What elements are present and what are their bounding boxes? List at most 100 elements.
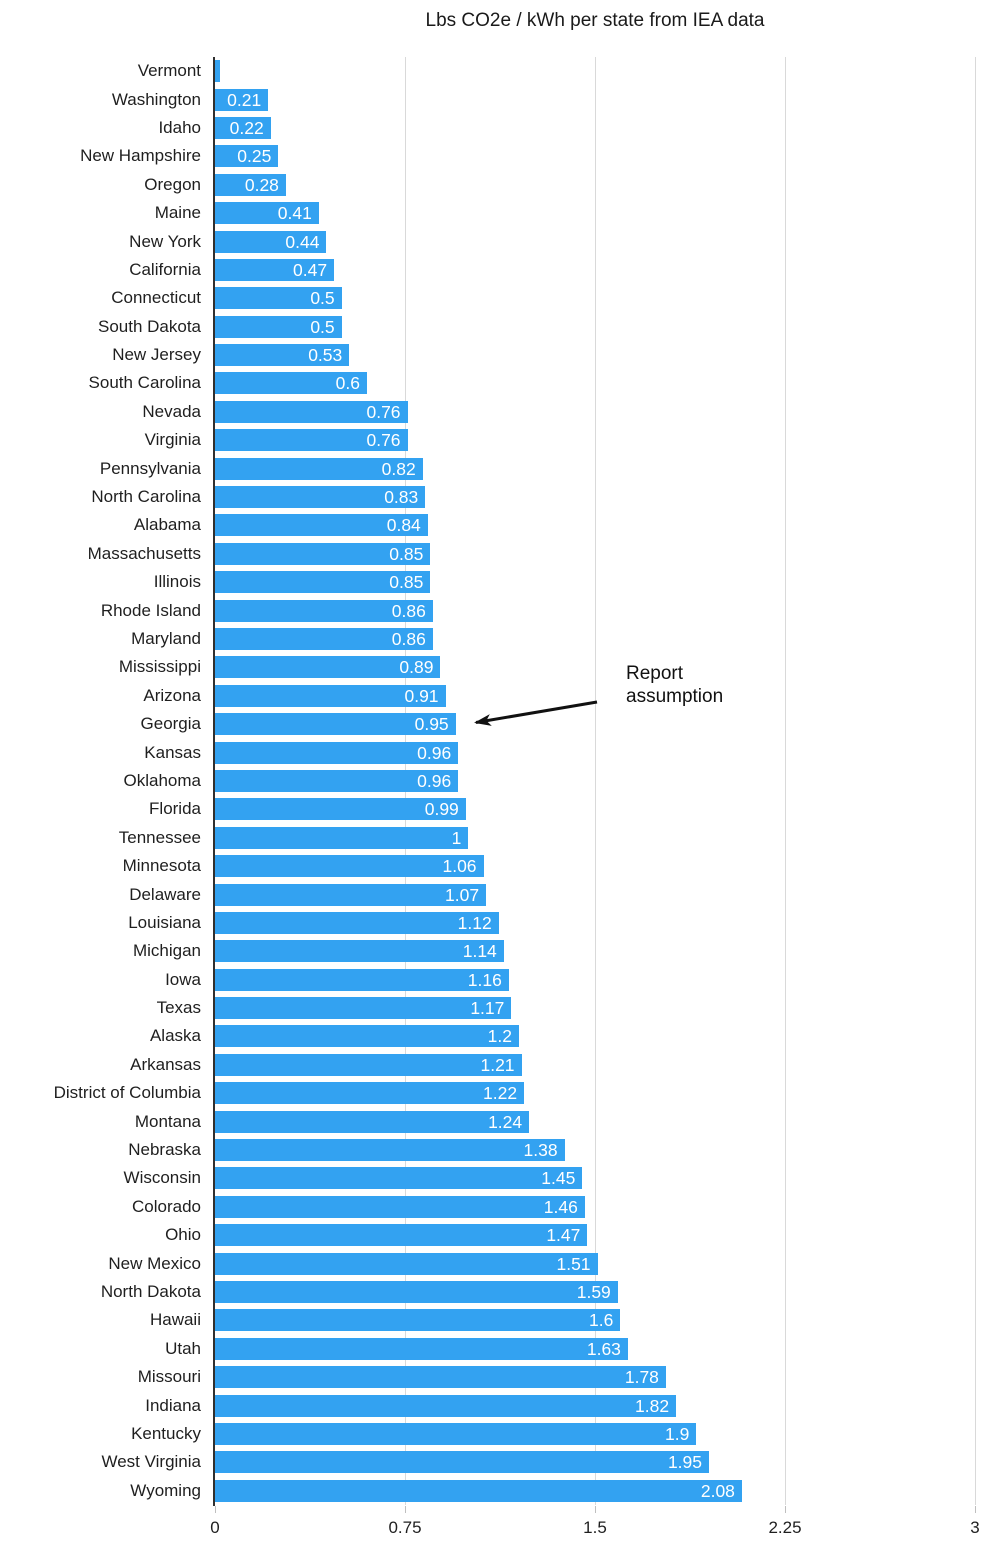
bar-value-label: 0.76 bbox=[366, 401, 401, 422]
state-label: Missouri bbox=[137, 1367, 201, 1387]
bar-value-label: 1.21 bbox=[480, 1054, 515, 1075]
x-axis-tick bbox=[975, 1506, 976, 1513]
state-label: Texas bbox=[156, 998, 201, 1018]
bar-row: Kansas 0.96 bbox=[0, 738, 975, 766]
bar-track: 1.06 bbox=[215, 855, 975, 878]
bar: 0.96 bbox=[215, 741, 459, 764]
x-axis-tick bbox=[595, 1506, 596, 1513]
state-label: Alaska bbox=[149, 1026, 201, 1046]
bar-value-label: 1.45 bbox=[541, 1168, 576, 1189]
bar: 1.95 bbox=[215, 1451, 709, 1474]
bar-track: 0.85 bbox=[215, 542, 975, 565]
bar-row: North Carolina 0.83 bbox=[0, 483, 975, 511]
bar: 0.6 bbox=[215, 372, 367, 395]
bar-row: Georgia 0.95 bbox=[0, 710, 975, 738]
bar-track: 0.53 bbox=[215, 344, 975, 367]
bar: 1.21 bbox=[215, 1053, 522, 1076]
bar-row: Washington 0.21 bbox=[0, 85, 975, 113]
bar-track: 1.9 bbox=[215, 1422, 975, 1445]
bar-row: Massachusetts 0.85 bbox=[0, 540, 975, 568]
bar-row: Missouri 1.78 bbox=[0, 1363, 975, 1391]
bar-row: Arizona 0.91 bbox=[0, 682, 975, 710]
bar: 1.9 bbox=[215, 1422, 697, 1445]
state-label: Wisconsin bbox=[123, 1168, 201, 1188]
state-label: Hawaii bbox=[149, 1310, 201, 1330]
state-label: Wyoming bbox=[130, 1480, 201, 1500]
bar-value-label: 0.44 bbox=[285, 231, 320, 252]
bar-value-label: 1.07 bbox=[445, 884, 480, 905]
bar-value-label: 0.96 bbox=[417, 770, 452, 791]
bar: 0.5 bbox=[215, 287, 342, 310]
bar-value-label: 0.91 bbox=[404, 685, 439, 706]
bar-track: 0.41 bbox=[215, 202, 975, 225]
bar-value-label: 0.25 bbox=[237, 146, 272, 167]
bar-track: 0.84 bbox=[215, 514, 975, 537]
bar-value-label: 0.53 bbox=[308, 345, 343, 366]
bar-track: 1.12 bbox=[215, 911, 975, 934]
bar-row: Kentucky 1.9 bbox=[0, 1420, 975, 1448]
bar-track: 0.22 bbox=[215, 116, 975, 139]
state-label: Kansas bbox=[144, 742, 201, 762]
bar: 0.91 bbox=[215, 684, 446, 707]
bar: 1.24 bbox=[215, 1110, 530, 1133]
state-label: New Jersey bbox=[112, 345, 201, 365]
bar-value-label: 1.06 bbox=[442, 856, 477, 877]
bar-track: 0.83 bbox=[215, 486, 975, 509]
bar-row: South Carolina 0.6 bbox=[0, 369, 975, 397]
state-label: Michigan bbox=[132, 941, 201, 961]
bar-row: New Mexico 1.51 bbox=[0, 1249, 975, 1277]
bar: 0.85 bbox=[215, 571, 431, 594]
bar-track: 0.28 bbox=[215, 173, 975, 196]
bar-row: Connecticut 0.5 bbox=[0, 284, 975, 312]
bar: 1.07 bbox=[215, 883, 487, 906]
bar: 0.86 bbox=[215, 628, 433, 650]
bar-value-label: 0.76 bbox=[366, 430, 401, 451]
state-label: Iowa bbox=[165, 969, 201, 989]
bar-track: 0.5 bbox=[215, 315, 975, 338]
bar: 1.2 bbox=[215, 1025, 519, 1048]
state-label: South Carolina bbox=[88, 373, 201, 393]
bar: 1.63 bbox=[215, 1337, 628, 1360]
x-axis-tick bbox=[405, 1506, 406, 1513]
state-label: Mississippi bbox=[118, 657, 201, 677]
bar-track: 0.96 bbox=[215, 741, 975, 764]
bar: 1.17 bbox=[215, 997, 512, 1020]
bar-row: Pennsylvania 0.82 bbox=[0, 454, 975, 482]
bar-track: 0.82 bbox=[215, 457, 975, 480]
bar-row: Texas 1.17 bbox=[0, 994, 975, 1022]
state-label: North Dakota bbox=[100, 1281, 201, 1301]
bar-track: 0.95 bbox=[215, 713, 975, 736]
bar-row: Ohio 1.47 bbox=[0, 1221, 975, 1249]
x-axis-tick bbox=[785, 1506, 786, 1513]
bar-track: 0.99 bbox=[215, 798, 975, 821]
bar-row: Oregon 0.28 bbox=[0, 171, 975, 199]
bar-row: Nebraska 1.38 bbox=[0, 1136, 975, 1164]
bar: 0.47 bbox=[215, 258, 335, 281]
bar-track: 1.47 bbox=[215, 1224, 975, 1247]
bar-value-label: 1 bbox=[451, 827, 462, 848]
bar: 0.99 bbox=[215, 798, 466, 821]
bar-track: 1.82 bbox=[215, 1394, 975, 1417]
bar-value-label: 1.22 bbox=[483, 1083, 518, 1104]
state-label: Massachusetts bbox=[87, 543, 201, 563]
bar-track: 1.46 bbox=[215, 1195, 975, 1218]
bar: 2.08 bbox=[215, 1479, 742, 1502]
bar-row: Virginia 0.76 bbox=[0, 426, 975, 454]
bar-row: New York 0.44 bbox=[0, 227, 975, 255]
state-label: New Mexico bbox=[108, 1253, 201, 1273]
bar: 1 bbox=[215, 826, 469, 849]
bar-row: Wisconsin 1.45 bbox=[0, 1164, 975, 1192]
x-axis-tick-label: 2.25 bbox=[768, 1518, 802, 1537]
bar-row: Oklahoma 0.96 bbox=[0, 767, 975, 795]
bar-track: 0.44 bbox=[215, 230, 975, 253]
bar-track: 1.24 bbox=[215, 1110, 975, 1133]
bar-track: 1.78 bbox=[215, 1366, 975, 1389]
bar-track: 0.47 bbox=[215, 258, 975, 281]
bar-row: Maryland 0.86 bbox=[0, 625, 975, 653]
bar-track: 0.76 bbox=[215, 400, 975, 423]
bar-value-label: 0.99 bbox=[424, 799, 459, 820]
bar: 0.76 bbox=[215, 400, 408, 423]
bar-value-label: 1.38 bbox=[523, 1140, 558, 1161]
bar: 0.44 bbox=[215, 230, 327, 253]
state-label: Indiana bbox=[145, 1395, 201, 1415]
